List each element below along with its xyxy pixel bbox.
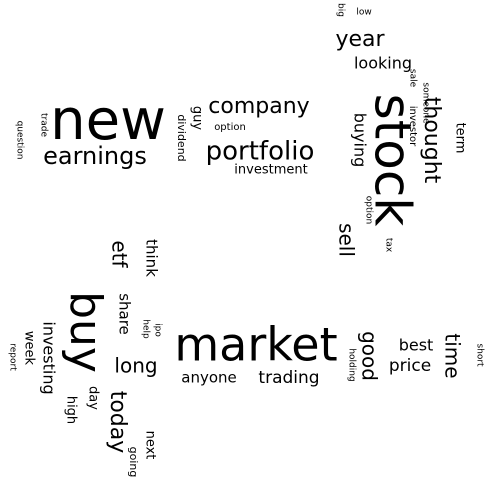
word-trading: trading [258, 368, 319, 388]
word-buying: buying [351, 113, 370, 168]
word-looking: looking [354, 54, 412, 73]
word-investor: investor [407, 106, 418, 147]
word-thought: thought [419, 97, 444, 184]
word-company: company [208, 94, 309, 119]
word-week: week [22, 331, 37, 366]
word-investment: investment [234, 163, 307, 178]
word-going: going [127, 447, 140, 478]
word-share: share [116, 293, 134, 335]
word-help: help [141, 319, 151, 339]
word-long: long [114, 354, 157, 378]
word-anyone: anyone [181, 369, 237, 387]
word-price: price [389, 356, 431, 376]
word-big: big [336, 3, 346, 17]
word-best: best [399, 336, 434, 355]
word-holding: holding [347, 348, 357, 381]
word-sale: sale [408, 69, 418, 88]
word-high: high [64, 396, 79, 424]
word-term: term [453, 123, 468, 154]
word-new: new [50, 88, 166, 153]
word-someone: someone [421, 82, 431, 124]
word-next: next [143, 431, 158, 460]
word-report: report [8, 343, 18, 371]
word-investing: investing [40, 321, 59, 394]
word-short: short [475, 343, 485, 367]
word-dividend: dividend [175, 114, 188, 161]
word-tax: tax [384, 238, 394, 253]
word-guy: guy [190, 106, 205, 130]
word-buy: buy [60, 291, 111, 373]
word-think: think [143, 239, 161, 277]
word-stock: stock [364, 94, 422, 227]
word-portfolio: portfolio [206, 137, 315, 167]
word-good: good [358, 331, 382, 381]
word-low: low [356, 8, 371, 18]
word-market: market [174, 318, 337, 372]
word-etf: etf [108, 240, 132, 268]
word-trade: trade [39, 113, 49, 137]
word-question: question [15, 121, 25, 160]
word-ipo: ipo [153, 323, 163, 337]
word-day: day [86, 386, 101, 410]
word-year: year [335, 27, 385, 52]
word-today: today [105, 391, 130, 454]
word-option-lower: option [364, 196, 374, 224]
word-option-upper: option [214, 122, 246, 133]
word-time: time [441, 333, 465, 378]
word-sell: sell [335, 223, 359, 257]
word-earnings: earnings [43, 142, 147, 170]
